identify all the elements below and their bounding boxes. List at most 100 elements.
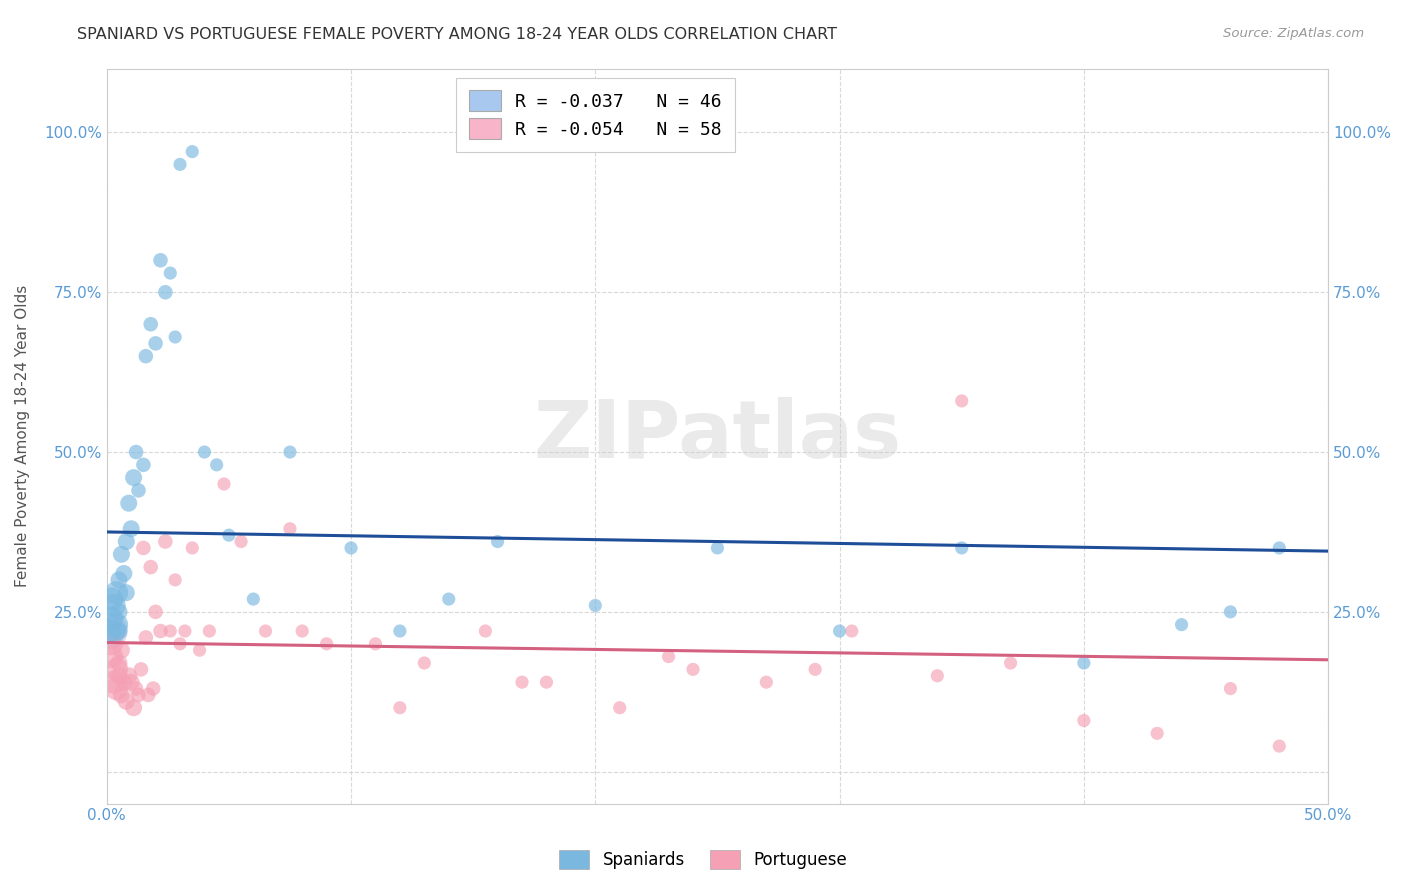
Point — [364, 637, 387, 651]
Point — [278, 522, 301, 536]
Point — [388, 624, 411, 638]
Point — [103, 624, 125, 638]
Point — [1219, 605, 1241, 619]
Point — [165, 330, 187, 344]
Point — [254, 624, 277, 638]
Point — [218, 528, 240, 542]
Point — [315, 637, 337, 651]
Point — [136, 688, 159, 702]
Point — [165, 573, 187, 587]
Point — [388, 700, 411, 714]
Point — [105, 681, 128, 696]
Point — [98, 624, 121, 638]
Point — [193, 445, 215, 459]
Point — [242, 592, 264, 607]
Point — [181, 541, 204, 555]
Point — [105, 662, 128, 676]
Point — [486, 534, 509, 549]
Point — [135, 349, 157, 363]
Point — [169, 157, 191, 171]
Point — [100, 637, 122, 651]
Point — [135, 631, 157, 645]
Point — [188, 643, 211, 657]
Point — [1268, 541, 1291, 555]
Point — [1073, 714, 1095, 728]
Point — [120, 522, 142, 536]
Point — [110, 688, 132, 702]
Point — [100, 649, 122, 664]
Point — [139, 317, 162, 331]
Point — [950, 541, 973, 555]
Point — [205, 458, 228, 472]
Point — [108, 669, 131, 683]
Point — [828, 624, 851, 638]
Point — [142, 681, 165, 696]
Point — [118, 669, 141, 683]
Point — [105, 585, 128, 599]
Point — [169, 637, 191, 651]
Point — [98, 624, 121, 638]
Point — [110, 547, 132, 561]
Point — [682, 662, 704, 676]
Point — [1073, 656, 1095, 670]
Text: SPANIARD VS PORTUGUESE FEMALE POVERTY AMONG 18-24 YEAR OLDS CORRELATION CHART: SPANIARD VS PORTUGUESE FEMALE POVERTY AM… — [77, 27, 838, 42]
Point — [198, 624, 221, 638]
Point — [100, 592, 122, 607]
Point — [1146, 726, 1168, 740]
Point — [120, 675, 142, 690]
Point — [112, 566, 135, 581]
Point — [841, 624, 863, 638]
Point — [149, 253, 172, 268]
Point — [100, 611, 122, 625]
Point — [115, 694, 138, 708]
Point — [510, 675, 533, 690]
Point — [609, 700, 631, 714]
Point — [536, 675, 558, 690]
Point — [112, 675, 135, 690]
Point — [229, 534, 252, 549]
Point — [108, 605, 131, 619]
Point — [159, 624, 181, 638]
Point — [122, 470, 145, 484]
Point — [115, 534, 138, 549]
Point — [1219, 681, 1241, 696]
Point — [159, 266, 181, 280]
Point — [108, 624, 131, 638]
Point — [212, 477, 235, 491]
Point — [155, 534, 177, 549]
Point — [125, 681, 148, 696]
Y-axis label: Female Poverty Among 18-24 Year Olds: Female Poverty Among 18-24 Year Olds — [15, 285, 30, 587]
Point — [340, 541, 363, 555]
Point — [1170, 617, 1192, 632]
Point — [174, 624, 197, 638]
Point — [125, 445, 148, 459]
Legend: Spaniards, Portuguese: Spaniards, Portuguese — [550, 840, 856, 880]
Point — [1268, 739, 1291, 753]
Point — [108, 656, 131, 670]
Point — [145, 605, 167, 619]
Point — [103, 675, 125, 690]
Point — [413, 656, 436, 670]
Point — [132, 541, 155, 555]
Point — [129, 662, 152, 676]
Point — [755, 675, 778, 690]
Point — [804, 662, 827, 676]
Point — [583, 599, 606, 613]
Point — [128, 688, 150, 702]
Point — [706, 541, 728, 555]
Point — [181, 145, 204, 159]
Point — [132, 458, 155, 472]
Point — [139, 560, 162, 574]
Point — [108, 573, 131, 587]
Point — [474, 624, 496, 638]
Text: ZIPatlas: ZIPatlas — [533, 397, 901, 475]
Point — [149, 624, 172, 638]
Point — [110, 643, 132, 657]
Point — [98, 624, 121, 638]
Point — [155, 285, 177, 300]
Point — [950, 393, 973, 408]
Point — [291, 624, 314, 638]
Point — [103, 599, 125, 613]
Point — [115, 585, 138, 599]
Point — [118, 496, 141, 510]
